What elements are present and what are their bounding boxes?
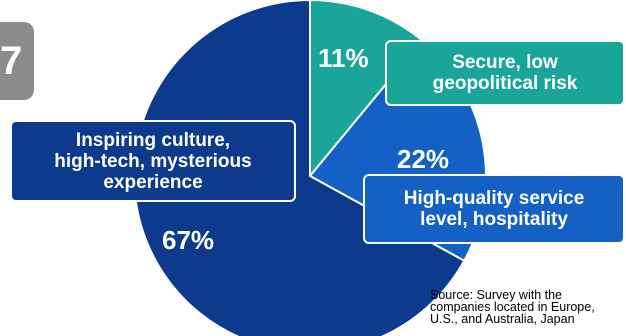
slice-percent-culture: 67% [162, 225, 215, 255]
slice-label-culture: Inspiring culture, high-tech, mysterious… [10, 120, 296, 202]
slice-label-security: Secure, low geopolitical risk [385, 40, 625, 106]
slice-label-service: High-quality service level, hospitality [363, 174, 625, 244]
section-marker-text: 7 [0, 39, 23, 83]
slice-percent-security: 11% [318, 43, 369, 73]
pie-slice-culture [133, 0, 466, 336]
source-note: Source: Survey with the companies locate… [430, 288, 595, 326]
section-marker: 7 [0, 22, 34, 100]
slice-percent-service: 22% [397, 144, 450, 174]
